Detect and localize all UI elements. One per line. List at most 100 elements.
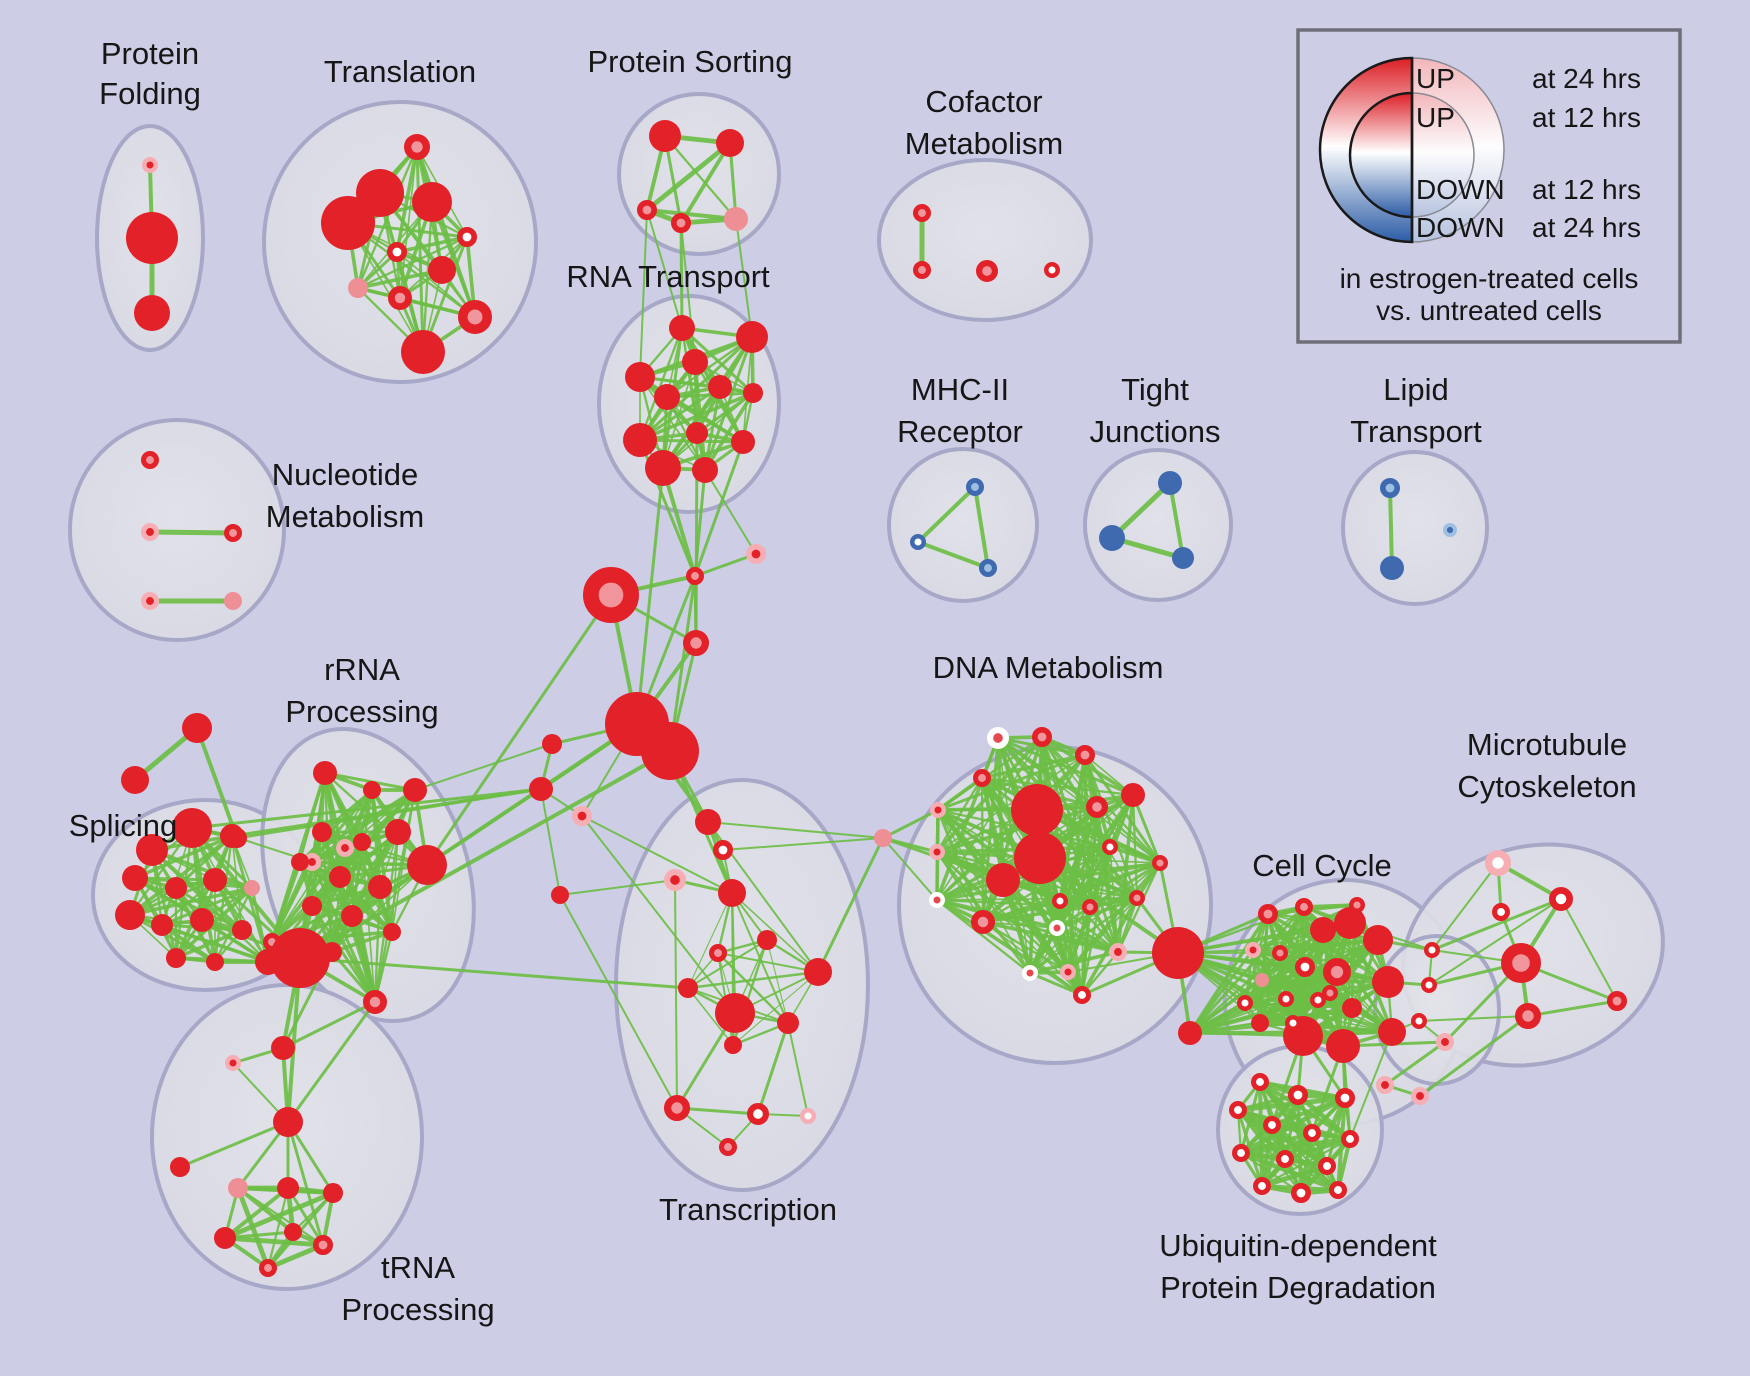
interaction-edge xyxy=(973,485,990,570)
cluster-ellipse-protein-sorting xyxy=(617,92,781,256)
gene-node xyxy=(1295,956,1316,977)
cluster-label-microtubule-cytoskeleton: Cytoskeleton xyxy=(1457,769,1636,804)
gene-node xyxy=(1372,966,1404,998)
interaction-edge xyxy=(703,391,755,472)
gene-node xyxy=(291,853,309,871)
gene-node xyxy=(456,227,477,248)
interaction-edge xyxy=(190,787,543,830)
gene-node xyxy=(1172,547,1194,569)
interaction-edge xyxy=(298,860,429,867)
interaction-edge xyxy=(540,788,561,896)
gene-node xyxy=(1043,261,1060,278)
gene-node xyxy=(403,778,427,802)
interaction-edge xyxy=(1131,793,1139,900)
interaction-edge xyxy=(395,235,469,254)
gene-node xyxy=(141,592,160,611)
interaction-edge xyxy=(1055,926,1120,954)
interaction-edge xyxy=(1283,1157,1340,1192)
interaction-edge xyxy=(430,200,477,319)
interaction-edge xyxy=(639,209,648,378)
gene-node xyxy=(182,713,212,743)
interaction-edge xyxy=(1283,1137,1352,1161)
interaction-edge xyxy=(1278,938,1380,955)
gene-node xyxy=(1099,525,1125,551)
gene-node xyxy=(1607,990,1628,1011)
interaction-edge xyxy=(195,726,239,840)
interaction-edge xyxy=(222,1190,336,1241)
interaction-edge xyxy=(414,743,553,791)
gene-node xyxy=(724,207,748,231)
gene-node xyxy=(1151,854,1168,871)
interaction-edge xyxy=(766,939,789,1024)
interaction-edge xyxy=(816,836,885,974)
interaction-edge xyxy=(286,1186,325,1247)
interaction-edge xyxy=(1431,862,1499,951)
legend-row-time: at 12 hrs xyxy=(1532,102,1641,133)
cluster-label-lipid-transport: Transport xyxy=(1350,414,1482,449)
interaction-edge xyxy=(1236,1108,1264,1188)
interaction-edge xyxy=(286,1120,325,1247)
gene-node xyxy=(362,989,387,1014)
gene-node xyxy=(258,1259,277,1278)
gene-node xyxy=(929,801,946,818)
cluster-ellipse-mhc-ii-receptor xyxy=(887,447,1039,603)
gene-node xyxy=(1323,957,1352,986)
gene-node xyxy=(1326,1029,1360,1063)
gene-node xyxy=(142,157,159,174)
interaction-edge xyxy=(680,222,696,363)
interaction-edge xyxy=(559,894,678,1109)
gene-node xyxy=(1011,784,1063,836)
gene-node xyxy=(151,914,173,936)
gene-node xyxy=(203,868,227,892)
gene-node xyxy=(1321,984,1338,1001)
cluster-label-protein-folding: Folding xyxy=(99,76,201,111)
cluster-label-microtubule-cytoskeleton: Microtubule xyxy=(1467,727,1627,762)
gene-node xyxy=(1152,927,1204,979)
gene-node xyxy=(302,896,322,916)
interaction-edge xyxy=(665,335,754,399)
gene-node xyxy=(1500,942,1541,983)
interaction-edge xyxy=(703,385,722,472)
gene-node xyxy=(678,978,698,998)
cluster-label-mhc-ii-receptor: Receptor xyxy=(897,414,1023,449)
gene-node xyxy=(1251,1073,1270,1092)
interaction-edge xyxy=(1108,845,1162,865)
gene-node xyxy=(1178,1021,1202,1045)
gene-node xyxy=(386,242,407,263)
interaction-edge xyxy=(1028,950,1120,975)
gene-node xyxy=(529,777,553,801)
gene-node xyxy=(641,722,699,780)
interaction-edge xyxy=(645,208,738,221)
gene-node xyxy=(928,891,945,908)
interaction-edge xyxy=(639,376,706,471)
interaction-edge xyxy=(161,924,269,963)
gene-node xyxy=(1085,796,1108,819)
gene-node xyxy=(1309,991,1326,1008)
interaction-edge xyxy=(936,776,984,812)
interaction-edge xyxy=(1418,1014,1530,1098)
gene-node xyxy=(683,630,710,657)
gene-node xyxy=(312,1235,333,1256)
legend-row-label: DOWN xyxy=(1416,174,1505,205)
cluster-label-rna-transport: RNA Transport xyxy=(566,259,770,294)
gene-node xyxy=(115,900,145,930)
gene-node xyxy=(966,477,985,496)
gene-node xyxy=(709,944,728,963)
gene-node xyxy=(745,543,766,564)
interaction-edge xyxy=(1560,898,1618,1002)
interaction-edge xyxy=(1238,1136,1353,1156)
interaction-edge xyxy=(281,1000,377,1050)
gene-node xyxy=(913,260,932,279)
legend-row-time: at 24 hrs xyxy=(1532,63,1641,94)
gene-node xyxy=(777,1012,799,1034)
gene-node xyxy=(190,908,214,932)
gene-node xyxy=(385,819,411,845)
interaction-edge xyxy=(981,899,1062,924)
cluster-label-splicing: Splicing xyxy=(69,808,178,843)
gene-node xyxy=(928,843,945,860)
interaction-edge xyxy=(1270,1123,1340,1192)
cluster-label-tight-junctions: Tight xyxy=(1121,372,1189,407)
cluster-label-transcription: Transcription xyxy=(659,1192,837,1227)
interaction-edge xyxy=(707,821,884,839)
gene-node xyxy=(715,993,755,1033)
